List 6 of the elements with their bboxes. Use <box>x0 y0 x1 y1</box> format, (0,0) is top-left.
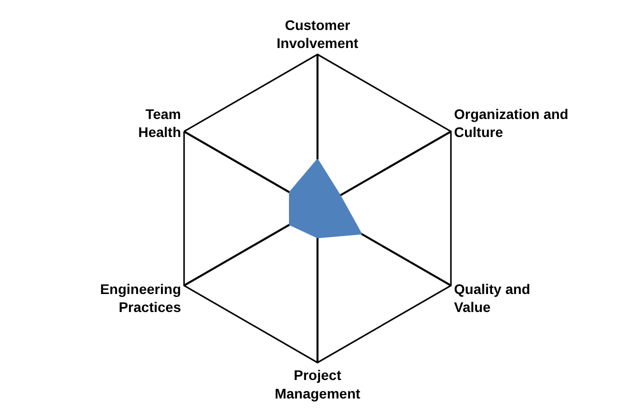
spoke-label: Project Management <box>274 367 361 402</box>
spoke-label: Quality and Value <box>454 281 530 316</box>
spoke-label: Engineering Practices <box>100 281 182 316</box>
spoke-label: Organization and Culture <box>454 106 568 140</box>
spoke-label: Customer Involvement <box>276 16 359 52</box>
spoke-label: Team Health <box>138 106 181 140</box>
